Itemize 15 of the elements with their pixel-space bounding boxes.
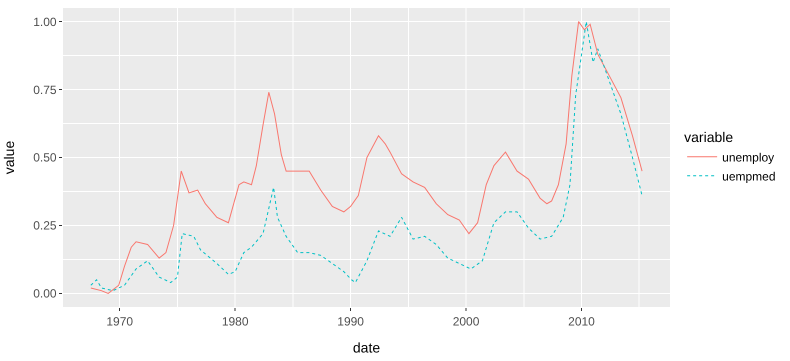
y-axis-title: value xyxy=(0,140,17,174)
legend-title: variable xyxy=(684,129,734,146)
x-tick-label: 1990 xyxy=(337,314,364,328)
x-tick-label: 1980 xyxy=(222,314,249,328)
y-tick-label: 0.50 xyxy=(33,150,57,165)
legend-label: unemploy xyxy=(722,150,774,164)
x-axis-title: date xyxy=(352,340,380,356)
legend-label: uempmed xyxy=(722,169,776,184)
y-tick-label: 0.25 xyxy=(33,218,57,233)
x-tick-label: 2010 xyxy=(568,314,596,328)
y-tick-label: 0.75 xyxy=(33,82,57,97)
y-tick-label: 0.00 xyxy=(33,286,57,301)
x-tick-label: 2000 xyxy=(452,314,480,328)
y-tick-label: 1.00 xyxy=(33,14,57,29)
x-tick-label: 1970 xyxy=(106,314,134,328)
